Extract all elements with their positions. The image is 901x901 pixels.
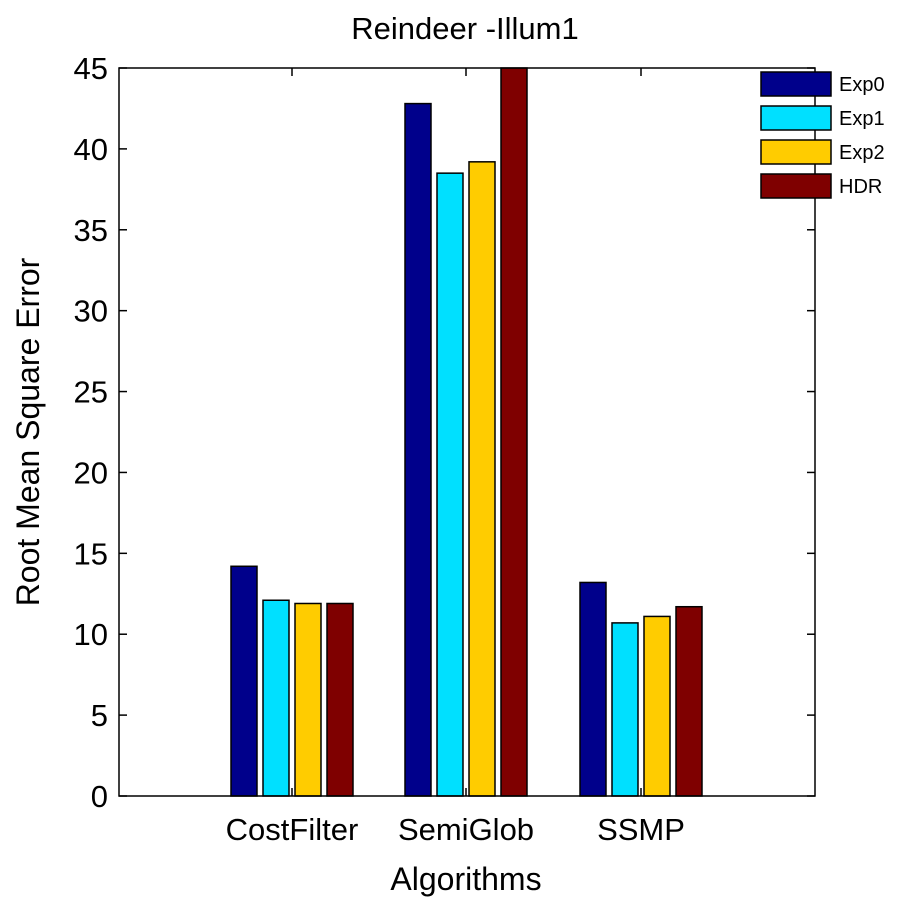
ticks-group: 0 5 10 15 20 25 30 35 40 45 CostFilter SemiGlob SSMP	[74, 51, 815, 847]
legend: Exp0 Exp1 Exp2 HDR	[760, 71, 885, 199]
bar-exp1-semiglob	[436, 172, 464, 797]
y-tick-label: 0	[91, 779, 108, 814]
legend-swatch-exp2	[760, 139, 832, 165]
legend-label-exp2: Exp2	[839, 142, 885, 164]
chart-title: Reindeer -Illum1	[351, 11, 578, 46]
x-axis-label: Algorithms	[390, 861, 541, 897]
bar-exp0-semiglob	[404, 102, 432, 797]
x-tick-label: CostFilter	[226, 812, 359, 847]
y-tick-label: 25	[74, 375, 108, 410]
bar-exp2-semiglob	[468, 161, 496, 797]
bar-hdr-costfilter	[326, 602, 354, 797]
y-tick-label: 15	[74, 536, 108, 571]
y-axis-label: Root Mean Square Error	[10, 257, 46, 606]
legend-label-exp0: Exp0	[839, 74, 885, 96]
y-tick-label: 40	[74, 132, 108, 167]
bar-hdr-ssmp	[675, 605, 703, 797]
bar-exp1-ssmp	[611, 622, 639, 797]
legend-swatch-hdr	[760, 173, 832, 199]
y-tick-label: 10	[74, 617, 108, 652]
y-tick-label: 35	[74, 213, 108, 248]
bar-exp1-costfilter	[262, 599, 290, 797]
x-tick-label: SemiGlob	[398, 812, 534, 847]
bars-group	[230, 67, 703, 797]
y-tick-label: 45	[74, 51, 108, 86]
x-tick-label: SSMP	[597, 812, 685, 847]
y-tick-label: 30	[74, 294, 108, 329]
legend-label-exp1: Exp1	[839, 108, 885, 130]
legend-swatch-exp1	[760, 105, 832, 131]
bar-exp0-costfilter	[230, 565, 258, 797]
bar-hdr-semiglob	[500, 67, 528, 797]
bar-exp2-costfilter	[294, 602, 322, 797]
legend-swatch-exp0	[760, 71, 832, 97]
legend-label-hdr: HDR	[839, 176, 882, 198]
bar-exp2-ssmp	[643, 615, 671, 797]
y-tick-label: 20	[74, 455, 108, 490]
y-tick-label: 5	[91, 698, 108, 733]
bar-exp0-ssmp	[579, 581, 607, 797]
plot-area-frame	[118, 67, 816, 797]
